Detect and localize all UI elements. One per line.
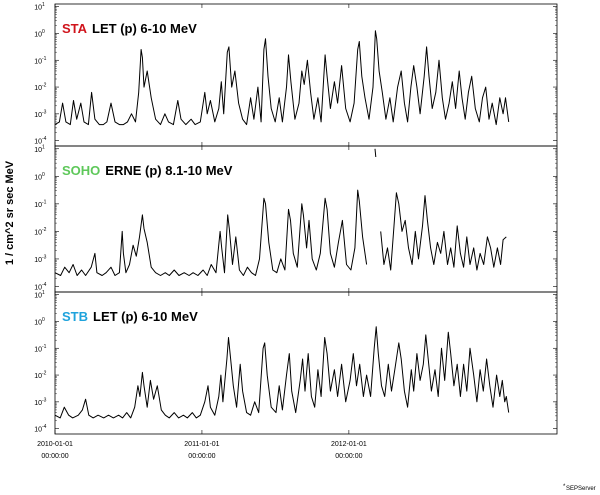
panel-title: STB LET (p) 6-10 MeV: [62, 309, 198, 324]
y-tick-exponent: -4: [42, 424, 47, 430]
instrument-label: LET (p) 6-10 MeV: [92, 21, 197, 36]
svg-text:*: *: [563, 484, 566, 490]
series-line: [54, 326, 510, 419]
y-tick-exponent: 0: [42, 29, 45, 35]
y-tick-label: 10: [34, 373, 42, 380]
credit-label: SEPServer: [566, 486, 596, 492]
y-tick-label: 10: [34, 112, 42, 119]
y-tick-label: 10: [34, 31, 42, 38]
y-tick-exponent: 0: [42, 317, 45, 323]
y-tick-exponent: -1: [42, 344, 47, 350]
y-tick-label: 10: [34, 257, 42, 264]
instrument-label: LET (p) 6-10 MeV: [93, 309, 198, 324]
y-tick-label: 10: [34, 346, 42, 353]
y-tick-label: 10: [34, 5, 42, 12]
x-axis: 2010-01-01 00:00:00 2011-01-01 00:00:00 2012…: [37, 441, 367, 460]
panel-title: STA LET (p) 6-10 MeV: [62, 21, 197, 36]
panel-title: SOHO ERNE (p) 8.1-10 MeV: [62, 163, 233, 178]
y-tick-exponent: 1: [42, 290, 45, 296]
y-tick-exponent: 1: [42, 2, 45, 8]
x-tick-label-time: 00:00:00: [41, 453, 68, 460]
y-tick-exponent: -2: [42, 83, 47, 89]
spacecraft-label: SOHO: [62, 163, 100, 178]
x-tick-label: 2010-01-01: [37, 441, 73, 448]
spacecraft-label: STB: [62, 309, 88, 324]
y-tick-exponent: -3: [42, 109, 47, 115]
y-axis-label: 1 / cm^2 sr sec MeV: [4, 160, 16, 265]
y-tick-label: 10: [34, 293, 42, 300]
x-tick-label-time: 00:00:00: [188, 453, 215, 460]
y-tick-label: 10: [34, 58, 42, 65]
y-tick-label: 10: [34, 284, 42, 291]
y-tick-exponent: -3: [42, 397, 47, 403]
series-line: [54, 30, 510, 126]
y-tick-label: 10: [34, 427, 42, 434]
series-line: [54, 148, 507, 276]
y-tick-exponent: -1: [42, 199, 47, 205]
x-tick-label: 2011-01-01: [184, 441, 219, 448]
y-tick-exponent: -4: [42, 282, 47, 288]
credit: * SEPServer: [563, 484, 596, 492]
panel-frame: [54, 291, 558, 435]
y-tick-exponent: 0: [42, 172, 45, 178]
y-tick-exponent: -4: [42, 136, 47, 142]
instrument-label: ERNE (p) 8.1-10 MeV: [105, 163, 232, 178]
y-tick-label: 10: [34, 147, 42, 154]
y-tick-label: 10: [34, 319, 42, 326]
y-tick-label: 10: [34, 85, 42, 92]
y-tick-exponent: 1: [42, 144, 45, 150]
spacecraft-label: STA: [62, 21, 88, 36]
y-tick-exponent: -3: [42, 254, 47, 260]
y-tick-label: 10: [34, 139, 42, 146]
y-tick-exponent: -1: [42, 56, 47, 62]
x-tick-label-time: 00:00:00: [335, 453, 362, 460]
y-tick-exponent: -2: [42, 371, 47, 377]
x-tick-label: 2012-01-01: [331, 441, 367, 448]
y-tick-label: 10: [34, 202, 42, 209]
y-tick-exponent: -2: [42, 227, 47, 233]
y-tick-label: 10: [34, 174, 42, 181]
y-tick-label: 10: [34, 400, 42, 407]
y-tick-label: 10: [34, 229, 42, 236]
